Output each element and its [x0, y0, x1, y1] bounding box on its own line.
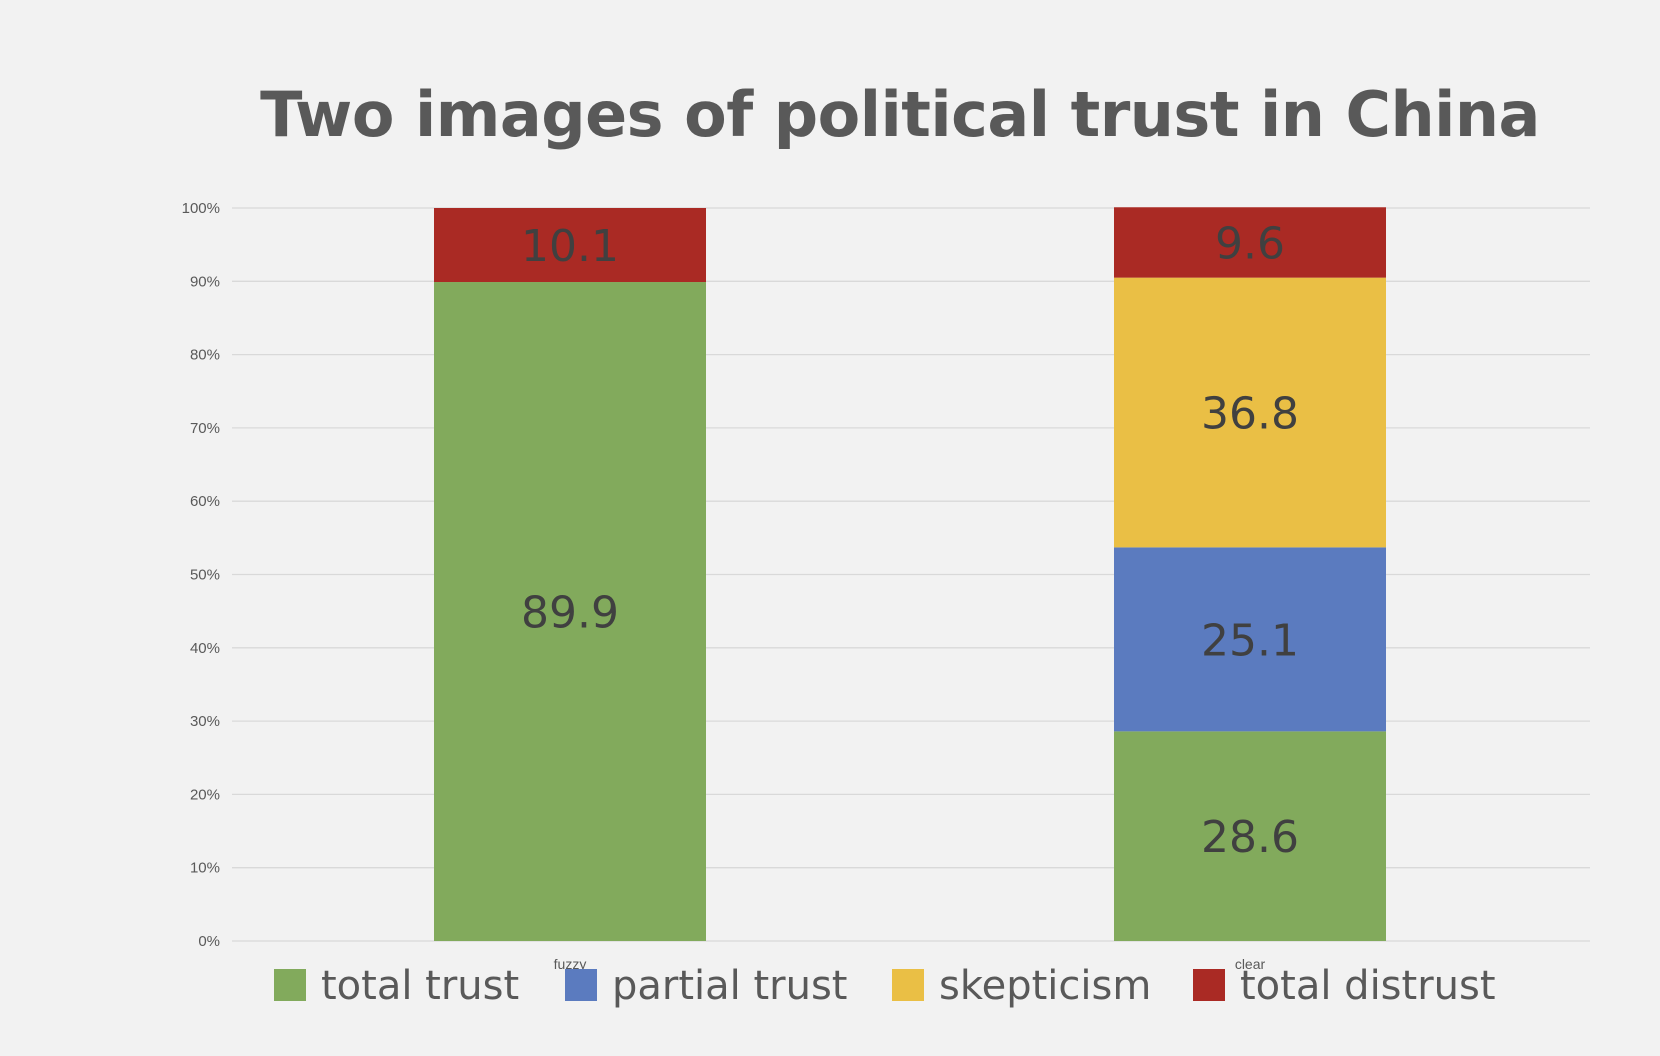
legend-label: total trust [321, 963, 519, 1009]
y-tick-label: 20% [190, 786, 220, 803]
y-tick-label: 60% [190, 493, 220, 510]
legend-label: skepticism [939, 963, 1151, 1009]
chart-title: Two images of political trust in China [260, 78, 1540, 151]
data-label: 9.6 [1215, 218, 1285, 269]
bar-segment [1114, 207, 1386, 278]
bar-segment [434, 282, 706, 942]
bar-segment [1114, 731, 1386, 941]
x-category-label: fuzzy [554, 956, 587, 972]
data-label: 28.6 [1201, 812, 1299, 863]
data-label: 89.9 [521, 588, 619, 639]
data-label: 10.1 [521, 221, 619, 272]
y-tick-label: 80% [190, 347, 220, 364]
legend-label: partial trust [612, 963, 848, 1009]
legend-label: total distrust [1240, 963, 1496, 1009]
data-label: 25.1 [1201, 615, 1299, 666]
bar-segment [1114, 547, 1386, 732]
x-category-label: clear [1235, 956, 1266, 972]
bar-segment [1114, 277, 1386, 548]
legend-swatch [1193, 969, 1225, 1001]
y-tick-label: 50% [190, 567, 220, 584]
y-tick-label: 0% [198, 933, 220, 950]
y-tick-label: 90% [190, 273, 220, 290]
y-tick-label: 70% [190, 420, 220, 437]
y-tick-label: 10% [190, 860, 220, 877]
legend-swatch [274, 969, 306, 1001]
bar-segment [434, 208, 706, 283]
y-tick-label: 30% [190, 713, 220, 730]
data-label: 36.8 [1201, 389, 1299, 440]
legend-swatch [565, 969, 597, 1001]
y-tick-label: 100% [182, 200, 220, 217]
legend-swatch [892, 969, 924, 1001]
y-tick-label: 40% [190, 640, 220, 657]
